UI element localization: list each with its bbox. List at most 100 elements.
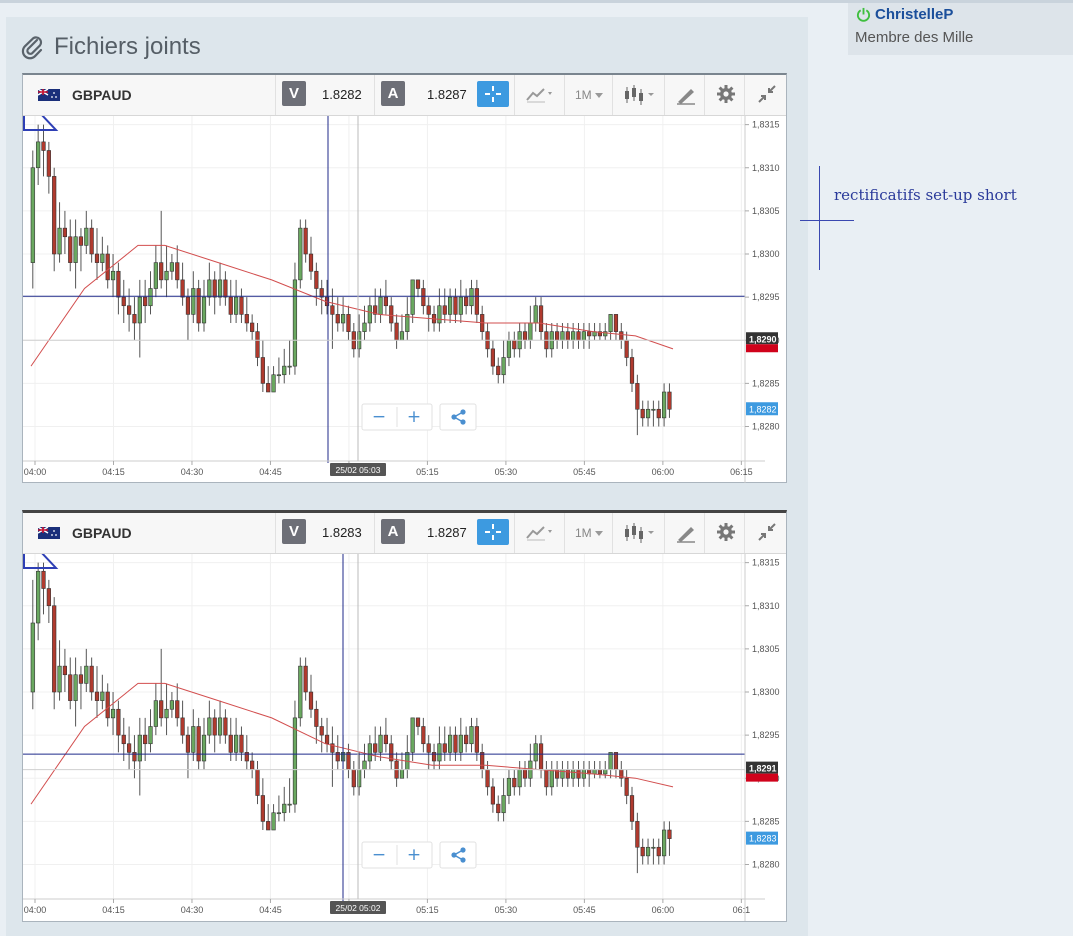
candle-body xyxy=(544,769,549,788)
candle-body xyxy=(538,305,544,332)
y-tick-label: 1,8305 xyxy=(752,206,780,216)
candle-body xyxy=(373,305,378,315)
zoom-out-button[interactable]: − xyxy=(372,845,386,865)
candle-body xyxy=(431,752,437,762)
candle-body xyxy=(260,795,265,822)
user-name[interactable]: ChristelleP xyxy=(875,6,954,23)
zoom-out-button[interactable]: − xyxy=(372,407,386,427)
sell-segment[interactable]: V 1.8283 xyxy=(275,513,364,553)
user-link[interactable]: ChristelleP xyxy=(856,6,953,23)
candle-style-dropdown[interactable] xyxy=(612,513,665,553)
timeframe-label: 1M xyxy=(575,88,603,102)
candle-body xyxy=(624,777,629,796)
bid-price-tag xyxy=(746,831,778,845)
candle-body xyxy=(217,279,223,298)
drawing-tools-button[interactable] xyxy=(664,75,705,115)
buy-button[interactable]: A xyxy=(381,519,405,544)
candle-body xyxy=(308,691,314,710)
annotation-text: rectificatifs set-up short xyxy=(834,186,1017,204)
gbp-aud-flag-icon xyxy=(38,527,60,539)
candle-body xyxy=(41,570,46,589)
candle-body xyxy=(185,296,191,315)
candle-body xyxy=(255,769,260,796)
candle-body xyxy=(244,314,249,324)
zoom-controls[interactable]: − + xyxy=(361,841,433,869)
candle-body xyxy=(105,253,110,281)
candle-body xyxy=(52,176,57,255)
sell-button[interactable]: V xyxy=(282,519,306,544)
x-tick-label: 06:00 xyxy=(652,467,675,477)
candle-body xyxy=(410,279,415,315)
y-tick-label: 1,8295 xyxy=(752,292,780,302)
timeframe-dropdown[interactable]: 1M xyxy=(564,513,613,553)
collapse-button[interactable] xyxy=(744,75,787,115)
candle-body xyxy=(62,227,67,238)
y-tick-label: 1,8305 xyxy=(752,644,780,654)
candle-body xyxy=(292,279,298,367)
x-tick-label: 04:30 xyxy=(181,905,204,915)
candle-body xyxy=(453,734,458,753)
sell-segment[interactable]: V 1.8282 xyxy=(275,75,364,115)
candle-body xyxy=(645,846,651,857)
zoom-controls[interactable]: − + xyxy=(361,403,433,431)
x-tick-label: 05:30 xyxy=(495,467,518,477)
line-chart-icon xyxy=(526,88,552,103)
candle-body xyxy=(458,296,463,315)
candle-body xyxy=(73,674,78,701)
candle-body xyxy=(196,288,201,324)
candle-body xyxy=(506,339,512,358)
candle-body xyxy=(405,314,410,332)
sell-button[interactable]: V xyxy=(282,81,306,106)
timeframe-dropdown[interactable]: 1M xyxy=(564,75,613,115)
candle-body xyxy=(528,322,533,341)
y-tick-label: 1,8310 xyxy=(752,601,780,611)
last-price-label: 1,8291 xyxy=(749,764,777,774)
candle-body xyxy=(597,769,602,775)
candle-body xyxy=(100,253,105,263)
zoom-in-button[interactable]: + xyxy=(407,407,421,427)
candle-body xyxy=(228,734,233,753)
settings-button[interactable] xyxy=(704,513,745,553)
x-tick-label: 04:45 xyxy=(259,905,282,915)
candle-body xyxy=(635,821,640,848)
settings-button[interactable] xyxy=(704,75,745,115)
candle-body xyxy=(137,734,142,762)
candle-body xyxy=(624,339,629,358)
share-button[interactable] xyxy=(439,403,477,431)
candle-body xyxy=(442,743,447,753)
candle-body xyxy=(533,305,538,324)
candle-body xyxy=(94,253,100,263)
candle-body xyxy=(587,331,592,337)
share-button[interactable] xyxy=(439,841,477,869)
candle-body xyxy=(517,769,522,788)
candle-body xyxy=(656,408,661,419)
candle-body xyxy=(159,262,164,281)
candle-style-dropdown[interactable] xyxy=(612,75,665,115)
candle-body xyxy=(196,726,201,762)
buy-segment[interactable]: A 1.8287 xyxy=(374,513,471,553)
share-lines xyxy=(453,411,464,423)
candle-body xyxy=(94,691,100,701)
collapse-icon xyxy=(758,523,776,541)
chart-type-dropdown[interactable] xyxy=(514,513,565,553)
crosshair-time-label: 25/02 05:03 xyxy=(336,465,381,475)
crosshair-button[interactable] xyxy=(477,81,509,107)
candle-body xyxy=(453,296,458,315)
x-tick-label: 04:15 xyxy=(102,467,125,477)
crosshair-button[interactable] xyxy=(477,519,509,545)
buy-button[interactable]: A xyxy=(381,81,405,106)
chart-type-dropdown[interactable] xyxy=(514,75,565,115)
candle-body xyxy=(335,314,340,324)
candle-body xyxy=(399,331,405,341)
candle-body xyxy=(421,288,426,307)
candle-body xyxy=(538,743,544,770)
y-tick-label: 1,8285 xyxy=(752,816,780,826)
collapse-button[interactable] xyxy=(744,513,787,553)
drawing-tools-button[interactable] xyxy=(664,513,705,553)
x-tick-label: 04:00 xyxy=(24,467,47,477)
candle-body xyxy=(512,777,517,788)
candle-body xyxy=(656,846,661,857)
zoom-in-button[interactable]: + xyxy=(407,845,421,865)
buy-segment[interactable]: A 1.8287 xyxy=(374,75,471,115)
collapse-icon xyxy=(758,85,776,103)
